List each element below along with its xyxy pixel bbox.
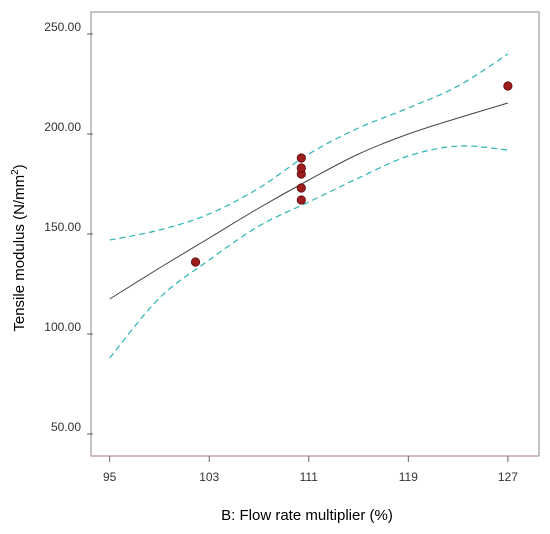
lower-ci-curve xyxy=(109,145,508,359)
plot-border xyxy=(90,11,540,457)
y-axis-label: Tensile modulus (N/mm2) xyxy=(10,164,28,331)
data-point xyxy=(503,81,513,91)
x-tick-label: 111 xyxy=(300,470,319,484)
x-tick-label: 127 xyxy=(498,470,518,484)
y-tick-label: 50.00 xyxy=(51,420,81,434)
data-point xyxy=(296,163,306,173)
upper-ci-curve xyxy=(109,53,509,241)
x-tick-label: 103 xyxy=(199,470,219,484)
y-tick-label: 100.00 xyxy=(44,320,81,334)
data-point xyxy=(296,195,306,205)
y-axis-label-superscript: 2 xyxy=(10,169,21,175)
fit-layer xyxy=(109,53,509,359)
plot-area xyxy=(90,11,540,457)
y-tick-label: 150.00 xyxy=(44,220,81,234)
x-tick-label: 119 xyxy=(399,470,418,484)
points-layer xyxy=(190,81,513,267)
data-point xyxy=(296,153,306,163)
y-tick-label: 250.00 xyxy=(44,20,81,34)
y-axis-label-end: ) xyxy=(11,164,28,169)
data-point xyxy=(190,257,201,267)
x-axis-ticks: 95 103 111 119 127 xyxy=(103,456,518,484)
fit-curve xyxy=(109,102,509,300)
data-point xyxy=(296,183,306,193)
x-tick-label: 95 xyxy=(103,470,117,484)
x-axis-label: B: Flow rate multiplier (%) xyxy=(221,507,393,524)
y-axis-label-main: Tensile modulus (N/mm xyxy=(11,175,28,332)
y-axis-ticks: 50.00 100.00 150.00 200.00 250.00 xyxy=(44,20,93,435)
y-tick-label: 200.00 xyxy=(44,120,81,134)
